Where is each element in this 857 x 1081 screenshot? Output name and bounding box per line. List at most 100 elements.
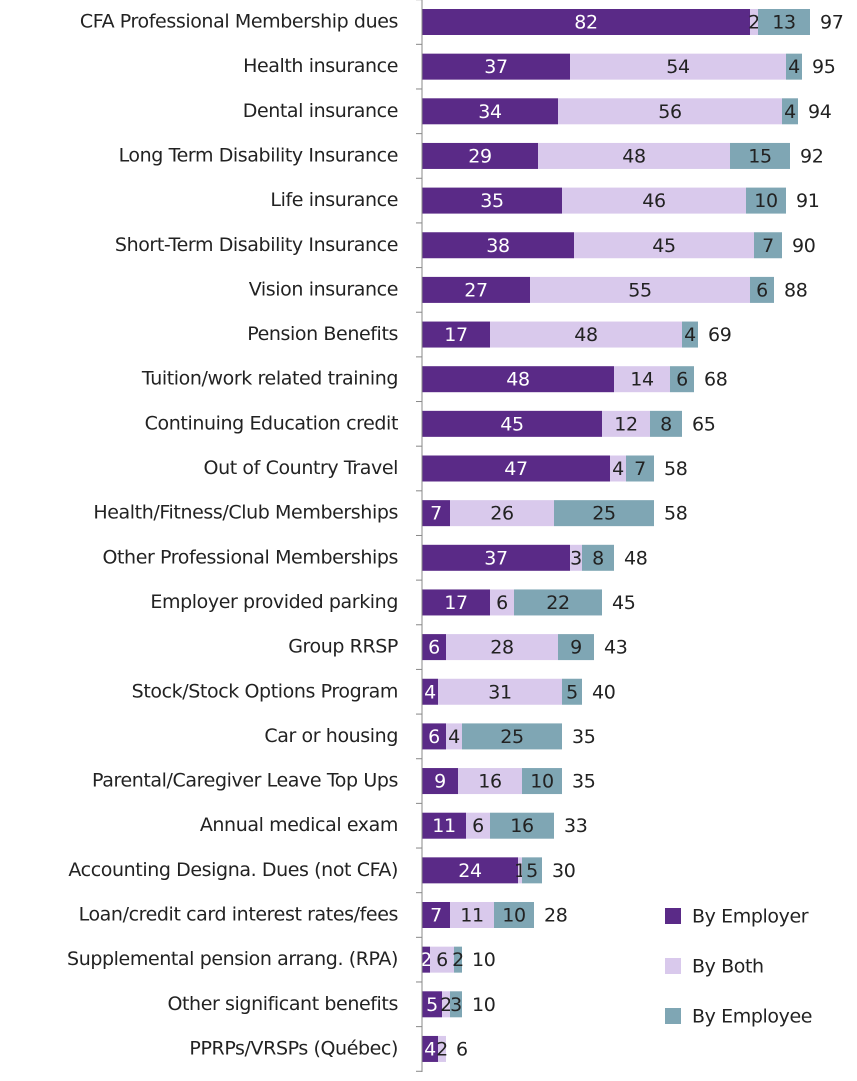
data-label: 2 xyxy=(440,994,452,1016)
category-label: Car or housing xyxy=(264,725,398,747)
category-label: CFA Professional Membership dues xyxy=(80,11,398,33)
data-label: 2 xyxy=(452,949,464,971)
total-label: 97 xyxy=(820,12,843,34)
bar-segment xyxy=(438,1035,446,1062)
data-label: 17 xyxy=(444,592,467,614)
data-label: 45 xyxy=(652,235,675,257)
data-label: 11 xyxy=(460,905,483,927)
bar-segment xyxy=(422,9,750,35)
bar-segment xyxy=(458,768,522,795)
total-label: 6 xyxy=(456,1038,468,1060)
bar-segment xyxy=(570,544,582,571)
category-label: Tuition/work related training xyxy=(141,368,398,390)
data-label: 24 xyxy=(458,860,482,882)
data-label: 7 xyxy=(634,458,646,480)
data-label: 10 xyxy=(530,771,553,793)
bar-segment xyxy=(430,946,454,973)
legend-label: By Employee xyxy=(692,1006,812,1028)
data-label: 14 xyxy=(630,369,654,391)
data-label: 6 xyxy=(756,279,768,301)
bar-segment xyxy=(422,232,574,259)
bar-segment xyxy=(782,98,798,125)
total-label: 94 xyxy=(808,101,832,123)
bar-segment xyxy=(466,812,490,839)
category-label: Health/Fitness/Club Memberships xyxy=(93,502,398,524)
bar-segment xyxy=(518,857,522,884)
legend-swatch xyxy=(665,908,681,924)
data-label: 16 xyxy=(478,771,501,793)
data-label: 15 xyxy=(748,145,771,167)
data-label: 4 xyxy=(684,324,696,346)
bar-segment xyxy=(422,723,446,750)
bar-segment xyxy=(422,142,538,169)
category-label: Life insurance xyxy=(270,189,398,211)
category-label: Pension Benefits xyxy=(247,323,398,345)
category-label: Vision insurance xyxy=(249,278,398,300)
data-label: 48 xyxy=(622,145,645,167)
bar-segment xyxy=(490,589,514,616)
bar-segment xyxy=(422,321,490,348)
total-label: 10 xyxy=(472,949,495,971)
bar-segment xyxy=(450,902,494,928)
bar-segment xyxy=(610,455,626,482)
bar-segment xyxy=(746,187,786,214)
bar-segment xyxy=(422,53,570,80)
bar-segment xyxy=(758,9,810,35)
bar-segment xyxy=(750,9,758,35)
bar-segment xyxy=(554,500,654,527)
data-label: 7 xyxy=(762,235,774,257)
data-label: 56 xyxy=(658,101,681,123)
bar-segment xyxy=(494,902,534,928)
data-label: 7 xyxy=(430,905,442,927)
data-label: 4 xyxy=(424,1038,436,1060)
data-label: 4 xyxy=(784,101,796,123)
total-label: 35 xyxy=(572,771,595,793)
category-label: Short-Term Disability Insurance xyxy=(115,234,398,256)
data-label: 22 xyxy=(546,592,569,614)
data-label: 4 xyxy=(612,458,624,480)
bar-segment xyxy=(558,634,594,661)
bar-segment xyxy=(522,857,542,884)
bar-segment xyxy=(530,276,750,303)
bar-segment xyxy=(626,455,654,482)
bar-segment xyxy=(570,53,786,80)
total-label: 65 xyxy=(692,413,715,435)
bar-segment xyxy=(670,366,694,393)
bar-segment xyxy=(462,723,562,750)
category-label: Long Term Disability Insurance xyxy=(119,144,398,166)
legend-swatch xyxy=(665,958,681,974)
data-label: 8 xyxy=(592,547,604,569)
bar-segment xyxy=(422,366,614,393)
bar-segment xyxy=(422,991,442,1018)
data-label: 82 xyxy=(574,12,597,34)
total-label: 10 xyxy=(472,994,495,1016)
category-label: Parental/Caregiver Leave Top Ups xyxy=(92,770,398,792)
data-label: 55 xyxy=(628,279,651,301)
total-label: 88 xyxy=(784,279,807,301)
bar-segment xyxy=(562,678,582,705)
data-label: 4 xyxy=(788,56,800,78)
bar-segment xyxy=(454,946,462,973)
bar-segment xyxy=(442,991,450,1018)
total-label: 43 xyxy=(604,637,627,659)
data-label: 4 xyxy=(424,681,436,703)
bar-segment xyxy=(422,544,570,571)
data-label: 46 xyxy=(642,190,665,212)
data-label: 37 xyxy=(484,547,507,569)
bar-segment xyxy=(562,187,746,214)
category-label: Dental insurance xyxy=(243,100,398,122)
data-label: 38 xyxy=(486,235,509,257)
data-label: 6 xyxy=(428,726,440,748)
category-label: Annual medical exam xyxy=(200,814,398,836)
bar-segment xyxy=(422,946,430,973)
bar-segment xyxy=(614,366,670,393)
total-label: 30 xyxy=(552,860,575,882)
category-label: PPRPs/VRSPs (Québec) xyxy=(189,1037,398,1059)
total-label: 40 xyxy=(592,681,615,703)
bar-segment xyxy=(730,142,790,169)
category-label: Accounting Designa. Dues (not CFA) xyxy=(68,859,398,881)
bar-segment xyxy=(574,232,754,259)
data-label: 17 xyxy=(444,324,467,346)
total-label: 48 xyxy=(624,547,647,569)
